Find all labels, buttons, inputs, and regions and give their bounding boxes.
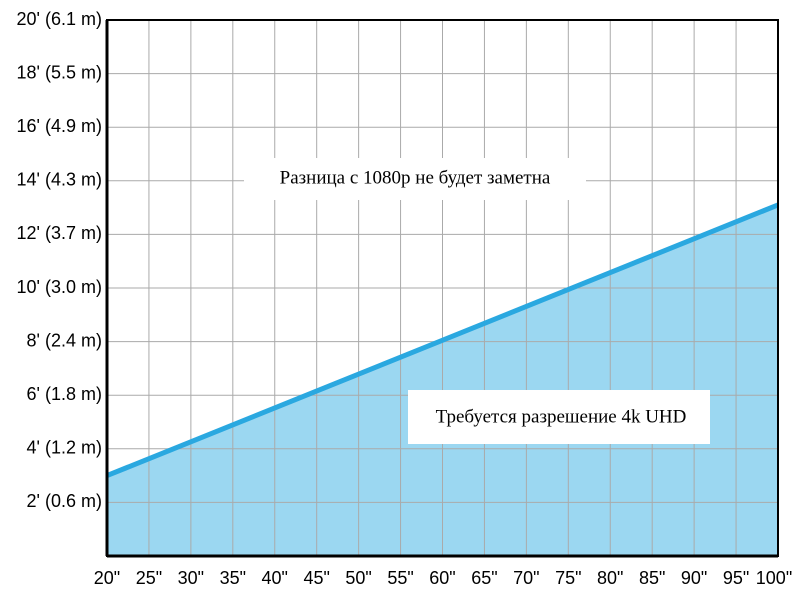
x-tick-label: 90" [681, 568, 707, 588]
x-tick-label: 40" [262, 568, 288, 588]
annotation: Разница с 1080p не будет заметна [280, 167, 551, 188]
x-tick-label: 80" [597, 568, 623, 588]
x-tick-label: 55" [387, 568, 413, 588]
y-tick-label: 6' (1.8 m) [27, 384, 102, 404]
y-tick-label: 12' (3.7 m) [17, 223, 102, 243]
x-tick-label: 65" [471, 568, 497, 588]
x-tick-label: 85" [639, 568, 665, 588]
annotation-box [408, 390, 710, 444]
y-tick-label: 10' (3.0 m) [17, 277, 102, 297]
x-tick-label: 75" [555, 568, 581, 588]
y-tick-label: 4' (1.2 m) [27, 438, 102, 458]
y-tick-label: 2' (0.6 m) [27, 491, 102, 511]
annotation-box [244, 158, 586, 200]
x-tick-label: 70" [513, 568, 539, 588]
y-tick-label: 14' (4.3 m) [17, 170, 102, 190]
x-tick-label: 35" [220, 568, 246, 588]
line [106, 202, 779, 478]
x-tick-label: 50" [345, 568, 371, 588]
x-tick-label: 100" [756, 568, 792, 588]
x-tick-label: 60" [429, 568, 455, 588]
y-tick-label: 16' (4.9 m) [17, 116, 102, 136]
x-tick-label: 30" [178, 568, 204, 588]
x-tick-label: 45" [303, 568, 329, 588]
plot: 20" 25" 30" 35" 40" 45" 50" 55" 60" 65" 70" 75" 80" 8… [17, 9, 793, 588]
y-tick-label: 18' (5.5 m) [17, 62, 102, 82]
x-tick-label: 95" [723, 568, 749, 588]
annotation: Требуется разрешение 4k UHD [436, 406, 687, 427]
y-tick-label: 8' (2.4 m) [27, 330, 102, 350]
x-tick-label: 20" [94, 568, 120, 588]
y-tick-label: 20' (6.1 m) [17, 9, 102, 29]
x-tick-label: 25" [136, 568, 162, 588]
